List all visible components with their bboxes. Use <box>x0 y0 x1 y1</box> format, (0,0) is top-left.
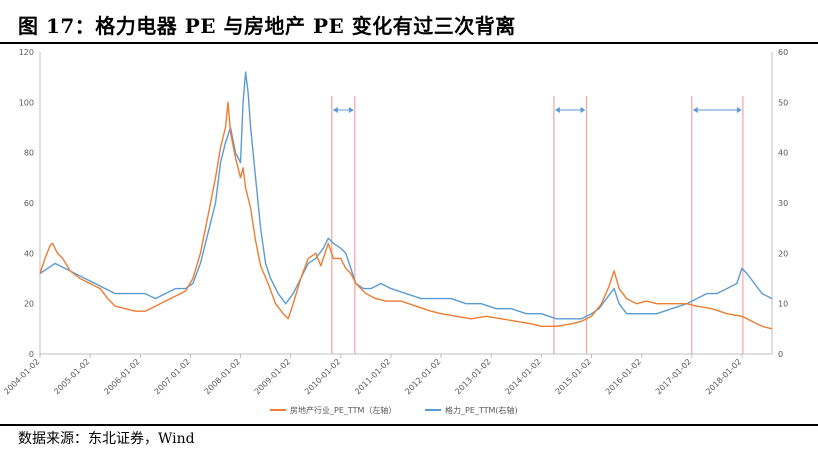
x-tick-label: 2005-01-02 <box>52 357 91 396</box>
x-tick-label: 2018-01-02 <box>704 357 743 396</box>
bottom-rule <box>0 424 818 426</box>
figure-title: 图 17：格力电器 PE 与房地产 PE 变化有过三次背离 <box>18 14 516 38</box>
chart-axes: 0 20 40 60 80 100 120 0 10 20 30 40 50 60 2004-01-02 20… <box>2 48 788 396</box>
x-tick-label: 2014-01-02 <box>504 357 543 396</box>
y-right-tick-label: 10 <box>778 300 788 309</box>
x-tick-label: 2016-01-02 <box>604 357 643 396</box>
y-left-tick-label: 100 <box>19 98 34 107</box>
x-tick-label: 2007-01-02 <box>153 357 192 396</box>
y-left-tick-label: 40 <box>24 249 34 258</box>
x-tick-label: 2009-01-02 <box>253 357 292 396</box>
y-right-tick-label: 30 <box>778 199 788 208</box>
y-left-tick-label: 80 <box>24 149 34 158</box>
y-left-tick-label: 20 <box>24 300 34 309</box>
series-line-gree <box>39 71 773 320</box>
y-right-tick-label: 50 <box>778 98 788 107</box>
y-right-tick-label: 0 <box>778 350 783 359</box>
legend-label-realestate: 房地产行业_PE_TTM（左轴） <box>290 405 396 415</box>
y-left-tick-label: 0 <box>29 350 34 359</box>
divergence-arrow-head-right <box>580 107 586 113</box>
x-tick-label: 2011-01-02 <box>353 357 392 396</box>
divergence-arrow-head-left <box>692 107 698 113</box>
divergence-arrow-head-right <box>348 107 354 113</box>
divergence-arrow-head-left <box>332 107 338 113</box>
x-tick-label: 2010-01-02 <box>303 357 342 396</box>
y-right-tick-label: 40 <box>778 149 788 158</box>
x-tick-label: 2008-01-02 <box>203 357 242 396</box>
divergence-arrow-head-left <box>554 107 560 113</box>
x-tick-label: 2006-01-02 <box>102 357 141 396</box>
legend-label-gree: 格力_PE_TTM(右轴) <box>445 405 518 415</box>
x-tick-label: 2004-01-02 <box>2 357 41 396</box>
divergence-markers <box>331 96 744 354</box>
chart-lines <box>39 71 773 330</box>
divergence-arrow-head-right <box>736 107 742 113</box>
x-tick-label: 2013-01-02 <box>453 357 492 396</box>
y-left-tick-label: 60 <box>24 199 34 208</box>
y-right-tick-label: 60 <box>778 48 788 57</box>
source-note: 数据来源：东北证券，Wind <box>18 431 195 447</box>
series-line-realestate <box>39 101 773 330</box>
x-tick-label: 2017-01-02 <box>654 357 693 396</box>
top-rule <box>0 42 818 44</box>
chart: 0 20 40 60 80 100 120 0 10 20 30 40 50 60 2004-01-02 20… <box>2 48 788 415</box>
x-tick-label: 2015-01-02 <box>554 357 593 396</box>
x-tick-label: 2012-01-02 <box>403 357 442 396</box>
y-left-tick-label: 120 <box>19 48 34 57</box>
y-right-tick-label: 20 <box>778 249 788 258</box>
chart-legend: 房地产行业_PE_TTM（左轴） 格力_PE_TTM(右轴) <box>270 405 518 415</box>
